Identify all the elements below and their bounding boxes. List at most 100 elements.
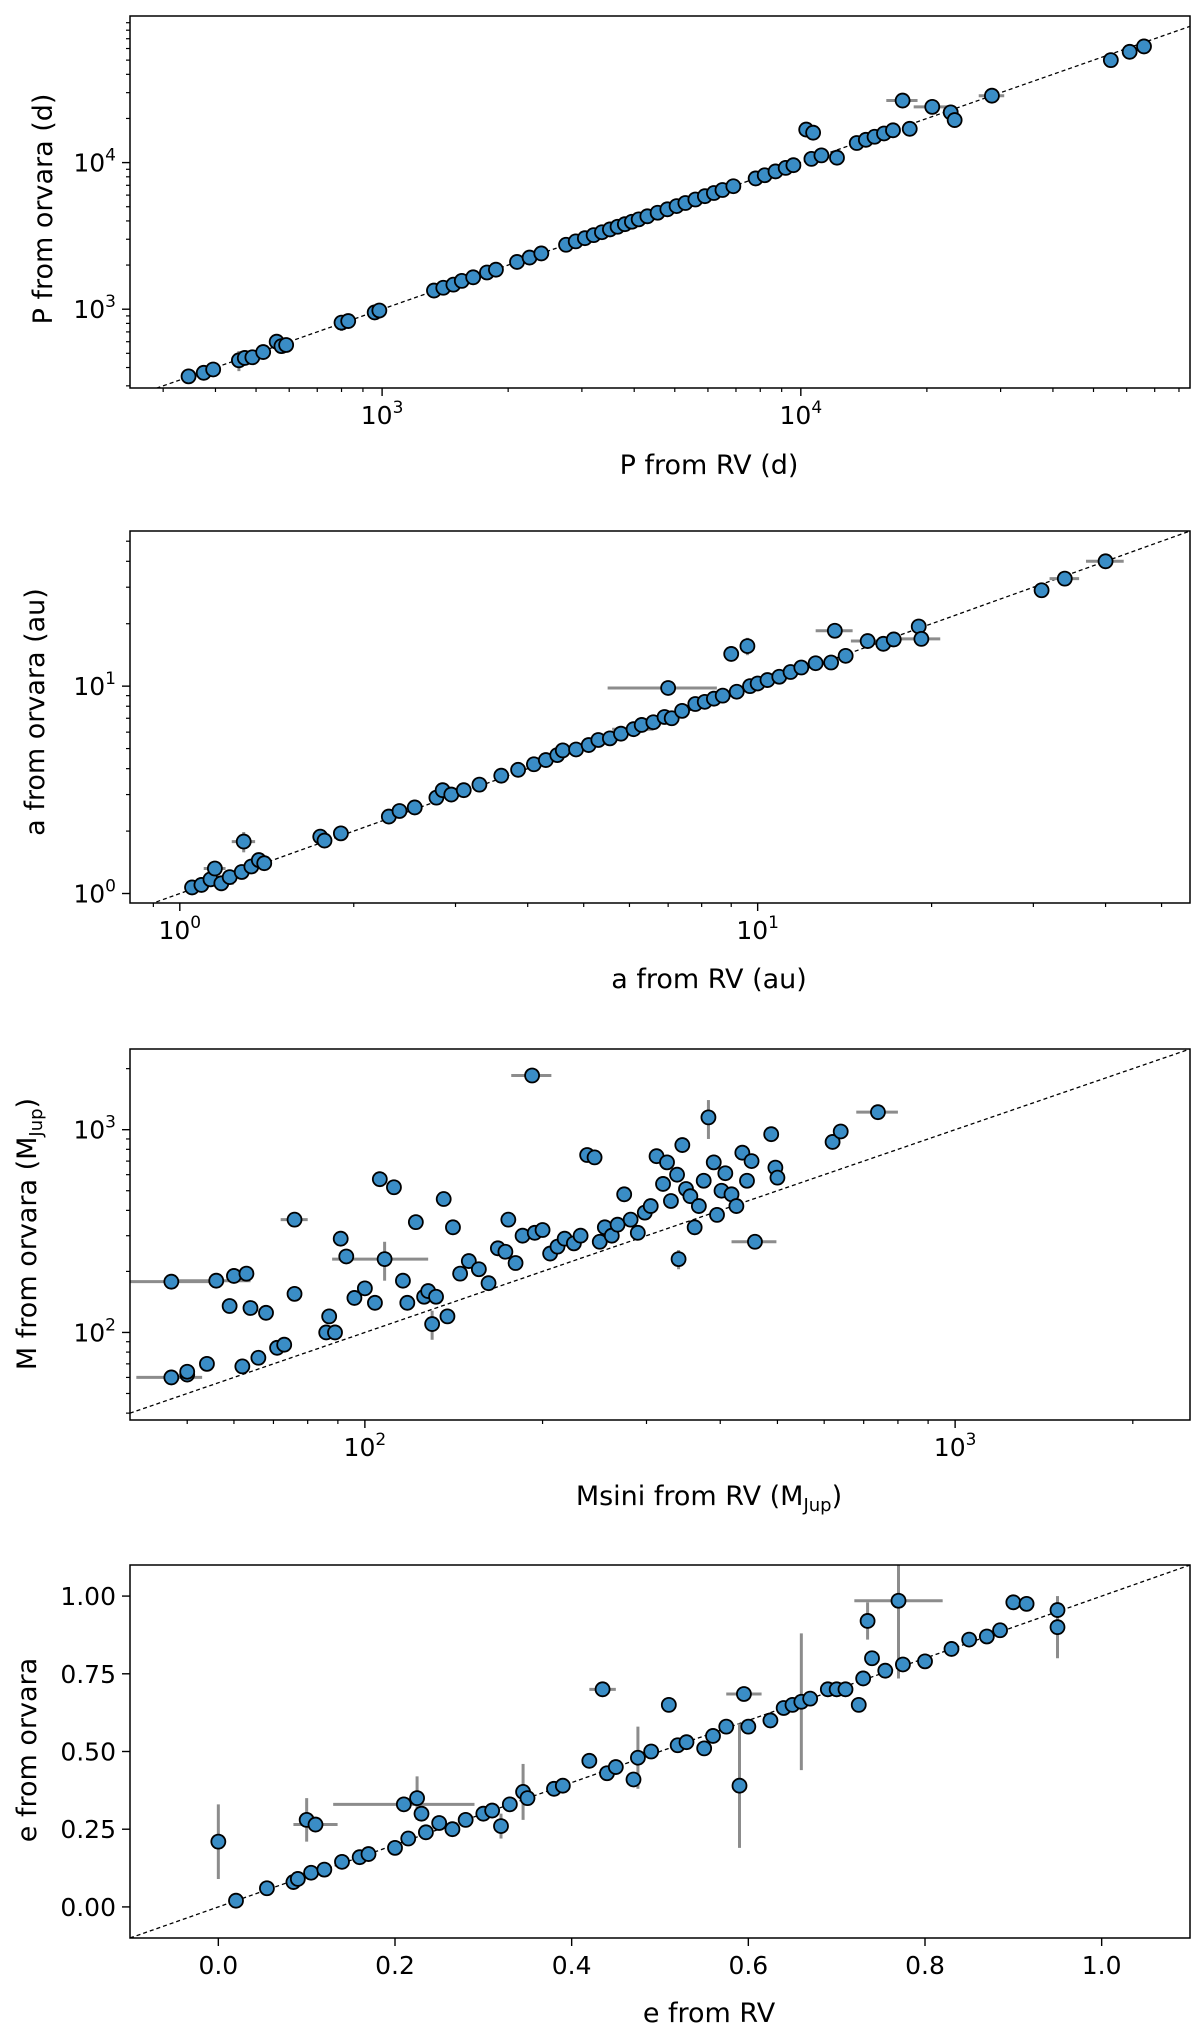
y-tick-label: 103 xyxy=(73,292,116,324)
data-point xyxy=(705,1728,721,1744)
data-point xyxy=(457,1811,474,1828)
data-point xyxy=(824,1134,841,1150)
data-point xyxy=(826,622,843,639)
data-point xyxy=(346,1290,363,1306)
y-tick-label: 0.00 xyxy=(60,1893,116,1922)
data-point xyxy=(961,1631,978,1648)
data-point xyxy=(163,1273,180,1290)
data-point xyxy=(387,1839,403,1856)
data-point xyxy=(303,1864,319,1881)
data-point xyxy=(371,1171,388,1188)
data-point xyxy=(470,1261,487,1278)
data-point xyxy=(327,1324,343,1341)
x-tick-label: 104 xyxy=(780,398,823,430)
y-tick-label: 102 xyxy=(73,1315,116,1347)
data-point xyxy=(497,1243,514,1260)
data-point xyxy=(728,1198,745,1214)
data-point xyxy=(581,1752,598,1769)
data-point xyxy=(316,1861,333,1878)
one-to-one-line xyxy=(130,1049,1190,1414)
data-point xyxy=(864,1650,880,1667)
data-point xyxy=(413,1805,430,1822)
xlabel-mass: Msini from RV (MJup) xyxy=(576,1481,842,1516)
data-point xyxy=(736,1686,752,1702)
panel-period: 103 104 103 104 P from RV (d) P from orvara… xyxy=(28,15,1191,481)
data-point xyxy=(769,1169,786,1186)
data-point xyxy=(1033,582,1050,599)
data-point xyxy=(493,767,510,784)
data-point xyxy=(338,1248,355,1265)
data-point xyxy=(832,1123,849,1140)
data-point xyxy=(823,654,840,671)
data-point xyxy=(391,803,408,819)
data-point xyxy=(1097,553,1114,570)
data-point xyxy=(725,178,742,195)
data-point xyxy=(259,1880,275,1897)
x-tick-label: 0.6 xyxy=(728,1951,768,1980)
data-point xyxy=(250,1349,267,1366)
y-tick-label: 0.50 xyxy=(60,1738,116,1767)
data-point xyxy=(837,647,854,664)
data-point xyxy=(289,1871,306,1887)
data-point xyxy=(334,1853,350,1870)
data-point xyxy=(663,1193,679,1209)
axes-frame xyxy=(129,1564,1191,1939)
data-point xyxy=(519,1790,536,1807)
data-point xyxy=(500,1211,517,1228)
data-point xyxy=(356,1280,373,1297)
data-point xyxy=(360,1846,377,1862)
data-point xyxy=(607,1759,624,1775)
data-point xyxy=(616,1186,633,1203)
data-point xyxy=(739,638,756,655)
data-point xyxy=(163,1369,180,1386)
data-point xyxy=(1049,1602,1066,1618)
data-point xyxy=(837,1681,854,1698)
data-point xyxy=(674,1137,691,1153)
ylabel-mass: M from orvara (MJup) xyxy=(12,1098,47,1370)
panel-mass: 102 103 102 103 Msini from RV (MJup) M from… xyxy=(12,1048,1191,1516)
data-point xyxy=(199,1355,215,1372)
data-point xyxy=(510,761,527,778)
data-point xyxy=(660,1696,677,1713)
data-point xyxy=(488,261,504,278)
data-point xyxy=(572,1227,589,1244)
data-point xyxy=(471,776,488,793)
data-point xyxy=(395,1272,411,1289)
data-point xyxy=(418,1824,434,1841)
data-point xyxy=(278,337,295,353)
data-point xyxy=(728,683,745,700)
data-point xyxy=(739,1172,755,1189)
data-point xyxy=(660,680,677,696)
data-point xyxy=(901,120,918,137)
data-point xyxy=(332,1230,349,1247)
data-point xyxy=(859,633,876,649)
data-point xyxy=(428,1288,444,1305)
data-point xyxy=(321,1308,338,1325)
data-point xyxy=(690,1198,707,1214)
data-point xyxy=(524,1067,540,1084)
data-point xyxy=(1056,570,1073,587)
data-point xyxy=(371,302,388,319)
data-point xyxy=(740,1718,757,1735)
x-tick-label: 103 xyxy=(361,398,404,430)
y-tick-label: 104 xyxy=(73,146,116,178)
data-point xyxy=(435,1191,452,1207)
data-point xyxy=(455,782,472,799)
data-point xyxy=(629,1224,646,1241)
data-point xyxy=(534,1222,551,1238)
data-point xyxy=(228,1892,244,1909)
data-point xyxy=(807,655,824,672)
data-point xyxy=(493,1818,509,1834)
data-point xyxy=(913,630,930,647)
data-point xyxy=(286,1211,303,1228)
data-point xyxy=(805,124,822,141)
data-point xyxy=(622,1211,639,1228)
data-point xyxy=(870,1104,886,1121)
y-tick-label: 103 xyxy=(73,1113,116,1145)
data-point xyxy=(723,646,740,662)
data-point xyxy=(1018,1595,1035,1612)
data-point xyxy=(484,1802,501,1819)
data-point xyxy=(406,799,423,816)
data-point xyxy=(813,147,830,164)
